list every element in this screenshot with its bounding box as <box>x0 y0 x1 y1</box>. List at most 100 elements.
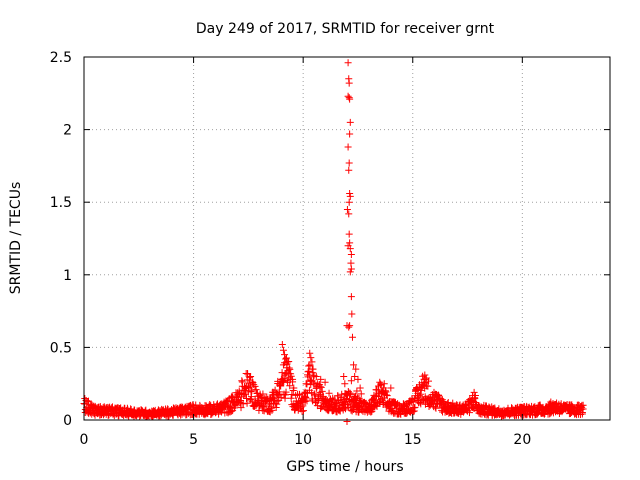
data-point <box>357 390 365 398</box>
data-point <box>283 364 291 372</box>
data-point <box>343 205 351 213</box>
data-point <box>318 387 326 395</box>
data-point <box>346 268 354 276</box>
data-point <box>342 390 350 398</box>
data-point <box>243 395 251 403</box>
data-point <box>227 407 235 415</box>
data-point <box>422 375 430 383</box>
x-tick-label: 5 <box>189 432 198 448</box>
data-point <box>533 410 541 418</box>
data-point <box>316 383 324 391</box>
data-point <box>346 189 354 197</box>
data-point <box>251 382 259 390</box>
data-point <box>334 397 342 405</box>
data-point <box>346 130 354 138</box>
x-tick-label: 20 <box>513 432 531 448</box>
data-point <box>345 79 353 87</box>
data-point <box>248 387 256 395</box>
data-point <box>578 410 586 418</box>
plot-frame <box>83 56 611 421</box>
axes: 0 5 10 15 20 0 0.5 1 1.5 2 2.5 <box>50 50 611 448</box>
data-point <box>421 378 429 386</box>
data-point <box>356 384 364 392</box>
y-tick-label: 1 <box>63 268 72 284</box>
data-point <box>345 230 353 238</box>
data-point <box>579 401 587 409</box>
data-point <box>238 377 246 385</box>
data-point <box>351 372 359 380</box>
data-point <box>259 390 267 398</box>
data-point <box>346 192 354 200</box>
data-point <box>309 365 317 373</box>
y-tick-label: 2 <box>63 123 72 139</box>
data-point <box>334 392 342 400</box>
data-point <box>355 394 363 402</box>
data-point <box>352 365 360 373</box>
data-point <box>317 383 325 391</box>
data-point <box>350 361 358 369</box>
grid <box>84 57 610 420</box>
data-point <box>336 407 344 415</box>
y-tick-label: 0 <box>63 413 72 429</box>
data-point <box>344 143 352 151</box>
y-tick-label: 1.5 <box>50 195 72 211</box>
data-point <box>279 361 287 369</box>
data-point <box>344 92 352 100</box>
data-point <box>272 404 280 412</box>
data-point <box>299 402 307 410</box>
data-point <box>277 393 285 401</box>
data-point <box>306 349 314 357</box>
data-point <box>312 372 320 380</box>
data-point <box>350 396 358 404</box>
data-point <box>344 59 352 67</box>
data-point <box>266 408 274 416</box>
data-point <box>421 371 429 379</box>
data-point <box>315 396 323 404</box>
x-tick-label: 0 <box>80 432 89 448</box>
data-point <box>424 382 432 390</box>
data-point <box>299 407 307 415</box>
data-point <box>341 380 349 388</box>
data-point <box>346 118 354 126</box>
data-point <box>105 411 113 419</box>
data-point <box>346 322 354 330</box>
y-tick-label: 0.5 <box>50 340 72 356</box>
chart-title: Day 249 of 2017, SRMTID for receiver grn… <box>196 21 495 37</box>
data-point <box>305 362 313 370</box>
data-point <box>307 354 315 362</box>
data-point <box>346 245 354 253</box>
data-point <box>345 166 353 174</box>
data-point <box>343 417 351 425</box>
data-point <box>280 378 288 386</box>
data-points <box>80 59 587 425</box>
data-point <box>416 390 424 398</box>
data-point <box>252 386 260 394</box>
data-point <box>347 293 355 301</box>
data-point <box>347 250 355 258</box>
data-point <box>325 389 333 397</box>
data-point <box>348 310 356 318</box>
data-point <box>279 375 287 383</box>
data-point <box>387 384 395 392</box>
data-point <box>303 380 311 388</box>
data-point <box>278 340 286 348</box>
data-point <box>317 375 325 383</box>
data-point <box>298 407 306 415</box>
data-point <box>273 397 281 405</box>
data-point <box>247 372 255 380</box>
data-point <box>347 377 355 385</box>
data-point <box>354 401 362 409</box>
data-point <box>397 410 405 418</box>
data-point <box>470 388 478 396</box>
data-point <box>347 390 355 398</box>
data-point <box>348 333 356 341</box>
data-point <box>345 198 353 206</box>
data-point <box>380 380 388 388</box>
data-point <box>353 387 361 395</box>
data-point <box>279 346 287 354</box>
data-point <box>268 406 276 414</box>
data-point <box>308 358 316 366</box>
data-point <box>383 392 391 400</box>
data-point <box>411 403 419 411</box>
data-point <box>465 409 473 417</box>
